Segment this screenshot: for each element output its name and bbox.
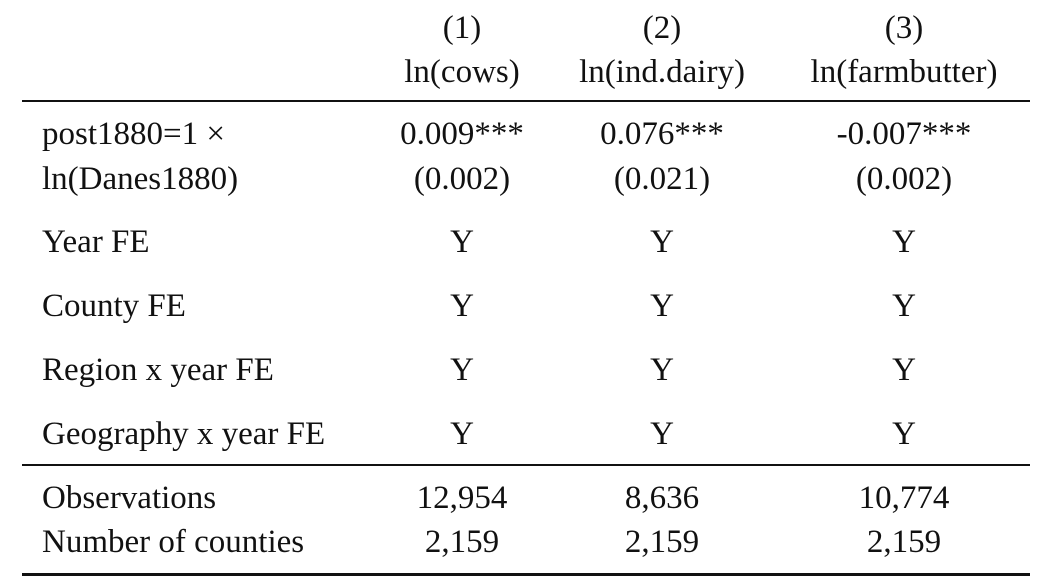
column-number: (3) (884, 10, 924, 46)
table-cell: Y (892, 288, 916, 324)
bottom-rule (22, 573, 1030, 576)
row-label: Year FE (42, 224, 150, 260)
table-cell: 2,159 (624, 524, 700, 560)
table-cell: Y (892, 416, 916, 452)
header-rule (22, 100, 1030, 102)
coefficient-estimate: 0.076*** (600, 116, 724, 152)
row-label: Observations (42, 480, 217, 516)
table-cell: Y (450, 224, 474, 260)
table-cell: Y (450, 416, 474, 452)
table-cell: Y (450, 288, 474, 324)
row-label: post1880=1 × (42, 116, 225, 152)
column-label: ln(ind.dairy) (579, 54, 745, 90)
table-cell: 2,159 (424, 524, 500, 560)
table-cell: Y (650, 288, 674, 324)
column-number: (1) (442, 10, 482, 46)
row-label: County FE (42, 288, 186, 324)
table-cell: 10,774 (858, 480, 950, 516)
table-cell: Y (450, 352, 474, 388)
stats-rule (22, 464, 1030, 466)
standard-error: (0.002) (413, 161, 511, 197)
table-cell: 8,636 (624, 480, 700, 516)
coefficient-estimate: -0.007*** (836, 116, 972, 152)
standard-error: (0.002) (855, 161, 953, 197)
table-cell: Y (892, 224, 916, 260)
column-label: ln(farmbutter) (810, 54, 998, 90)
table-cell: Y (650, 224, 674, 260)
standard-error: (0.021) (613, 161, 711, 197)
row-label: ln(Danes1880) (42, 161, 239, 197)
row-label: Number of counties (42, 524, 305, 560)
table-cell: 2,159 (866, 524, 942, 560)
row-label: Geography x year FE (42, 416, 326, 452)
row-label: Region x year FE (42, 352, 274, 388)
table-cell: Y (650, 416, 674, 452)
column-number: (2) (642, 10, 682, 46)
table-cell: Y (892, 352, 916, 388)
coefficient-estimate: 0.009*** (400, 116, 524, 152)
table-cell: Y (650, 352, 674, 388)
table-cell: 12,954 (416, 480, 508, 516)
column-label: ln(cows) (404, 54, 520, 90)
